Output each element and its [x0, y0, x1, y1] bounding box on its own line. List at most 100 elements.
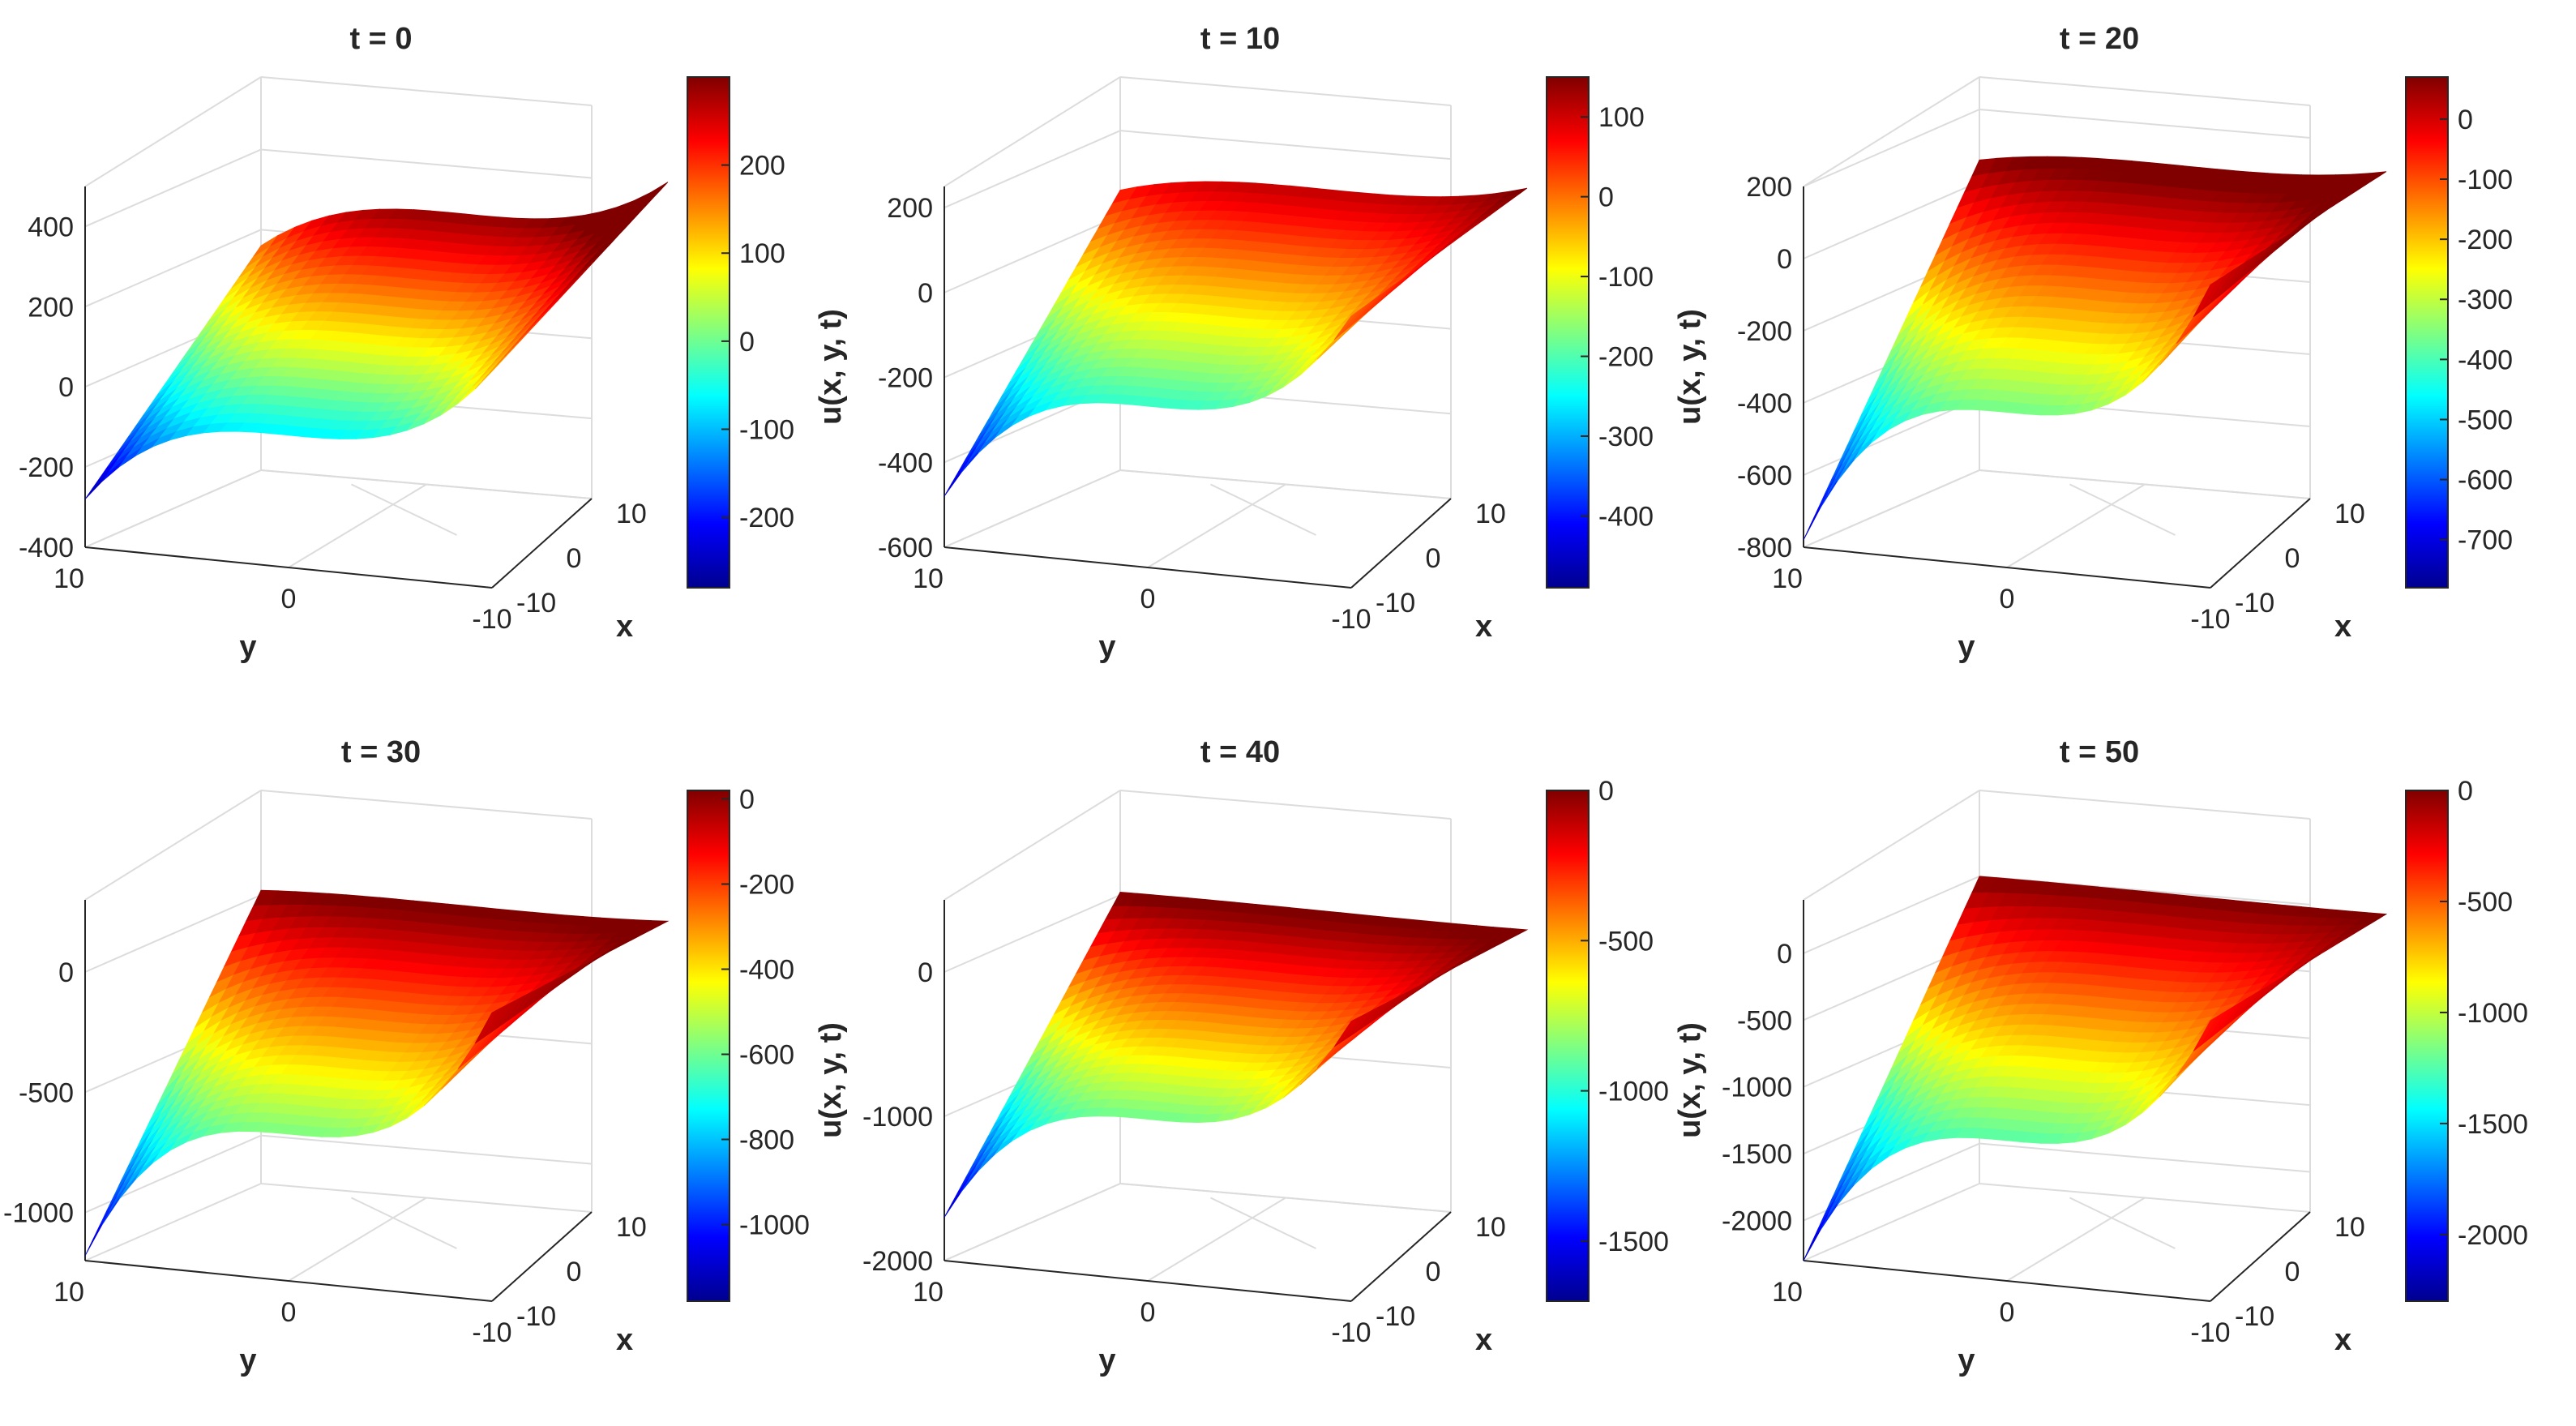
z-tick-label: 0 [58, 957, 74, 988]
z-tick-label: -400 [1737, 388, 1792, 419]
y-axis-label: y [1958, 630, 1975, 664]
colorbar: 0 -500 -1000 -1500 -2000 [2405, 776, 2528, 1302]
axis-lines [84, 186, 593, 589]
panel-title: t = 0 [349, 22, 412, 56]
z-axis-label: u(x, y, t) [1673, 1022, 1707, 1138]
y-axis-label: y [1958, 1343, 1975, 1377]
x-tick-label: -10 [516, 1301, 556, 1332]
x-tick-label: 0 [567, 1257, 582, 1287]
panel-title: t = 40 [1200, 735, 1280, 769]
colorbar-tick-label: -300 [2458, 285, 2513, 315]
colorbar-tick-label: -1500 [2458, 1109, 2528, 1140]
x-axis-label: x [616, 1323, 633, 1357]
z-tick-label: -400 [19, 533, 74, 563]
x-tick-label: -10 [2235, 588, 2274, 619]
colorbar-tick-label: -200 [739, 503, 794, 533]
colorbar-tick-label: -1000 [739, 1210, 810, 1241]
surface-patch [92, 460, 118, 489]
y-axis-label: y [1098, 630, 1115, 664]
axis-lines [84, 900, 593, 1302]
colorbar: 200 100 0 -100 -200 [687, 76, 794, 589]
z-tick-label: -500 [19, 1077, 74, 1108]
panel-3: t = 300-500-1000u(x, y, t)100-10y100-10x… [3, 735, 810, 1377]
colorbar-tick-label: -200 [1598, 342, 1654, 373]
z-tick-label: -200 [19, 452, 74, 483]
colorbar-tick-label: 0 [739, 785, 755, 816]
colorbar-tick-label: -500 [2458, 887, 2513, 918]
colorbar-gradient [687, 77, 730, 588]
surface-patch [642, 920, 670, 927]
z-tick-label: -1000 [862, 1102, 933, 1133]
colorbar-tick-label: -600 [2458, 465, 2513, 496]
x-tick-label: 10 [616, 1212, 647, 1243]
surface-patch [2360, 912, 2388, 919]
z-tick-label: -600 [878, 533, 933, 563]
y-tick-label: 0 [281, 1297, 297, 1328]
y-axis-label: y [239, 1343, 256, 1377]
surface [944, 891, 1529, 1218]
colorbar-tick-label: -600 [739, 1040, 794, 1071]
x-tick-label: 0 [2285, 543, 2300, 574]
colorbar: 0 -500 -1000 -1500 [1546, 776, 1669, 1302]
colorbar: 0 -100 -200 -300 -400 -500 -600 -700 [2405, 76, 2513, 589]
x-tick-label: -10 [1376, 1301, 1415, 1332]
colorbar-gradient [2406, 790, 2448, 1301]
x-axis-label: x [1475, 610, 1492, 644]
colorbar-tick-label: -200 [739, 870, 794, 901]
surface-patch [1817, 1185, 1843, 1229]
colorbar-tick-label: 0 [739, 327, 755, 358]
colorbar-tick-label: -200 [2458, 225, 2513, 255]
surface [84, 889, 670, 1257]
x-tick-label: -10 [516, 588, 556, 619]
x-axis-label: x [616, 610, 633, 644]
panel-title: t = 20 [2060, 22, 2139, 56]
z-tick-label: 0 [58, 372, 74, 403]
z-tick-label: -200 [1737, 316, 1792, 347]
colorbar-gradient [1547, 77, 1589, 588]
x-tick-label: 10 [1475, 1212, 1506, 1243]
y-tick-label: 0 [2000, 1297, 2015, 1328]
x-tick-label: 0 [1426, 1257, 1441, 1287]
surface-patch [1502, 187, 1528, 199]
colorbar-tick-label: -100 [739, 414, 794, 445]
colorbar-tick-label: -2000 [2458, 1220, 2528, 1251]
y-tick-label: 10 [53, 563, 84, 594]
z-tick-label: -600 [1737, 460, 1792, 491]
y-axis-label: y [1098, 1343, 1115, 1377]
y-tick-label: -10 [1331, 604, 1371, 635]
surface-patch [106, 1168, 132, 1210]
surface-patch [1501, 927, 1529, 935]
colorbar-tick-label: 0 [1598, 776, 1614, 807]
z-tick-label: -500 [1737, 1005, 1792, 1036]
surface-patch [84, 471, 110, 499]
panel-title: t = 50 [2060, 735, 2139, 769]
x-axis-label: x [1475, 1323, 1492, 1357]
colorbar-gradient [687, 790, 730, 1301]
colorbar-tick-label: -100 [1598, 262, 1654, 293]
x-axis-label: x [2334, 1323, 2351, 1357]
panel-4: t = 40 0 -1000 -2000 u(x, y, t) 10 0 -10 y 10 0 -10… [814, 735, 1669, 1377]
x-tick-label: 0 [2285, 1257, 2300, 1287]
z-tick-label: -1000 [3, 1198, 74, 1229]
z-tick-label: -2000 [862, 1246, 933, 1277]
x-tick-label: 10 [2334, 1212, 2365, 1243]
z-tick-label: 0 [918, 957, 933, 988]
z-tick-label: -800 [1737, 533, 1792, 563]
colorbar-gradient [1547, 790, 1589, 1301]
x-tick-label: 10 [1475, 499, 1506, 529]
colorbar-tick-label: 100 [1598, 102, 1645, 133]
y-tick-label: -10 [2190, 1317, 2230, 1348]
colorbar-tick-label: -400 [2458, 345, 2513, 375]
colorbar: 0 -200 -400 -600 -800 -1000 [687, 785, 810, 1302]
surface-patch [958, 1154, 984, 1191]
y-tick-label: 0 [1140, 1297, 1156, 1328]
x-axis-label: x [2334, 610, 2351, 644]
colorbar-tick-label: -800 [739, 1125, 794, 1156]
colorbar-tick-label: -500 [2458, 405, 2513, 435]
z-axis-label: u(x, y, t) [1673, 309, 1707, 425]
axis-lines [944, 900, 1452, 1302]
panel-title: t = 10 [1200, 22, 1280, 56]
z-tick-label: 200 [887, 193, 933, 224]
